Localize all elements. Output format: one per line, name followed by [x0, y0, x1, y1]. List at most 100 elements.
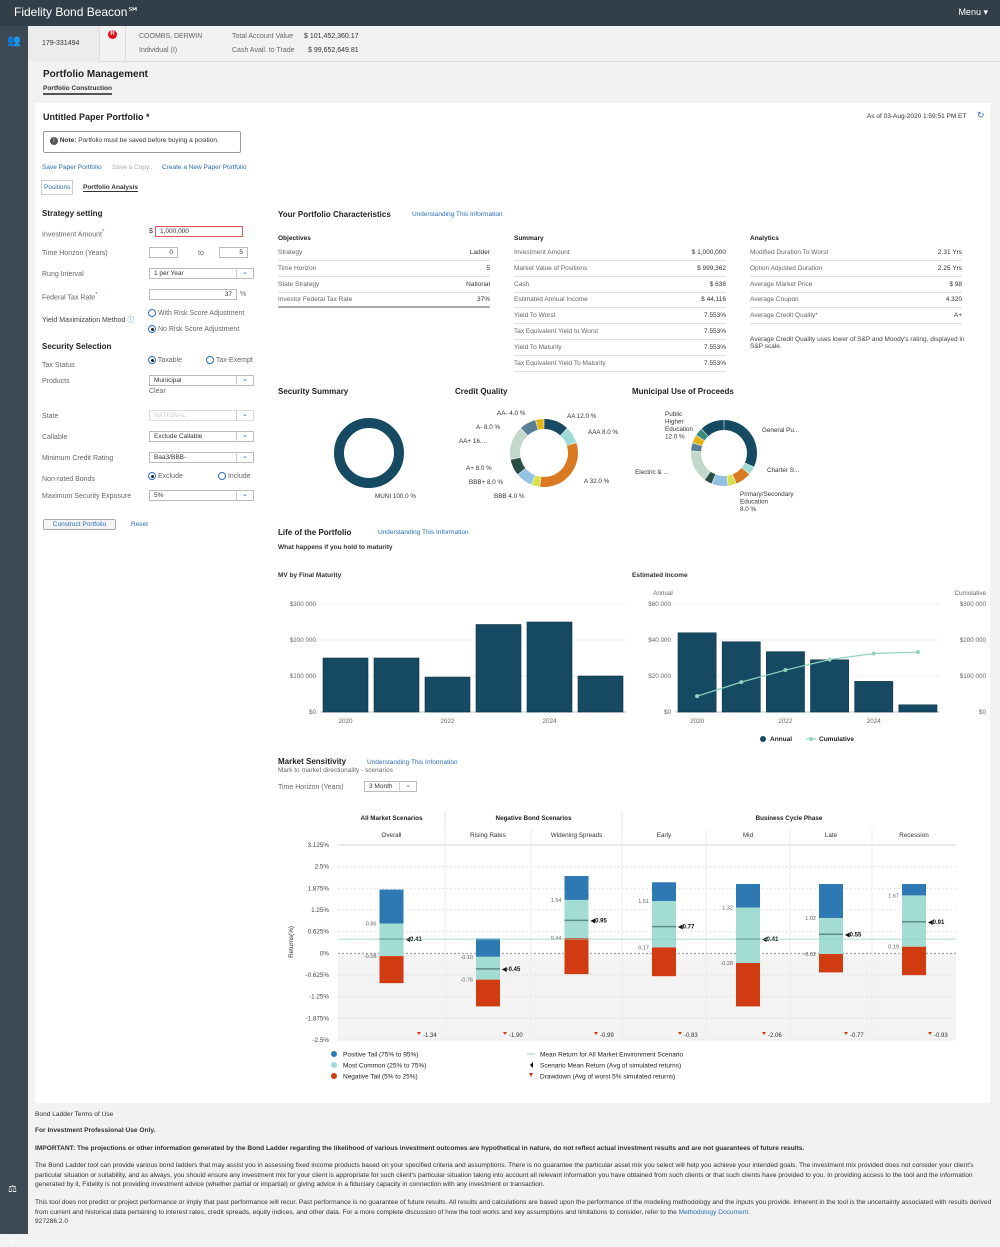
save-paper-portfolio-link[interactable]: Save Paper Portfolio — [42, 164, 102, 171]
radio-with-risk[interactable]: With Risk Score Adjustment — [148, 309, 244, 317]
objectives-row: State Strategy National — [278, 277, 490, 293]
legend-label: Mean Return for All Market Environment S… — [540, 1052, 683, 1059]
donut-slice — [510, 428, 528, 460]
strategy-heading: Strategy setting — [42, 209, 103, 218]
tab-portfolio-analysis[interactable]: Portfolio Analysis — [83, 184, 139, 192]
slice-label: MUNI 100.0 % — [375, 493, 416, 500]
scale-icon[interactable]: ⚖ — [8, 1184, 17, 1195]
analytics-row: Modified Duration To Worst 2.31 Yrs — [750, 245, 962, 261]
radio-exclude[interactable]: Exclude — [148, 472, 183, 480]
investment-amount-input[interactable]: 1,000,000 — [155, 226, 243, 237]
row-value: National — [466, 280, 490, 288]
most-common-bar — [564, 899, 589, 939]
bar-2023 — [475, 624, 522, 713]
refresh-icon[interactable]: ↻ — [977, 110, 985, 120]
cumulative-point — [871, 651, 876, 656]
sensitivity-subtitle: Mark to market directionality - scenario… — [278, 767, 393, 774]
drawdown-icon — [503, 1032, 507, 1035]
slice-label: Electric & ... — [635, 469, 669, 476]
note-text: Portfolio must be saved before buying a … — [78, 137, 219, 144]
y-tick-label: 2.5% — [315, 864, 330, 871]
max-exposure-select[interactable]: 5% — [149, 490, 254, 501]
y-tick-label: -1.25% — [309, 994, 329, 1001]
negative-tail-bar — [476, 979, 500, 1007]
drawdown-label: -0.99 — [600, 1033, 614, 1039]
y-tick-label: $40 000 — [648, 637, 671, 644]
summary-row: Estimated Annual Income $ 44,116 — [514, 292, 726, 309]
drawdown-icon — [417, 1032, 421, 1035]
row-label: Cash — [514, 280, 530, 288]
common-bottom-label: -0.02 — [803, 952, 816, 958]
radio-no-risk[interactable]: No Risk Score Adjustment — [148, 325, 239, 333]
cumulative-point — [739, 680, 744, 685]
radio-include[interactable]: Include — [218, 472, 251, 480]
sensitivity-understanding-link[interactable]: Understanding This Information — [367, 759, 458, 766]
life-understanding-link[interactable]: Understanding This Information — [378, 529, 469, 536]
federal-tax-input[interactable]: 37 — [149, 289, 237, 300]
y-tick-label: -1.875% — [306, 1015, 330, 1022]
sensitivity-heading: Market Sensitivity — [278, 757, 347, 766]
slice-label: A+ 8.0 % — [466, 465, 492, 472]
rung-interval-select[interactable]: 1 per Year — [149, 268, 254, 279]
label-line: Primary/Secondary — [740, 491, 794, 498]
radio-taxable[interactable]: Taxable — [148, 356, 182, 364]
drawdown-icon — [594, 1032, 598, 1035]
callable-label: Callable — [42, 434, 68, 441]
bar-2024 — [854, 681, 894, 713]
analytics-row: Average Credit Quality* A+ — [750, 308, 962, 325]
summary-row: Yield To Worst 7.553% — [514, 308, 726, 325]
help-icon[interactable]: ⓘ — [127, 317, 135, 324]
note-label: Note: — [59, 137, 77, 144]
methodology-link[interactable]: Methodology Document. — [678, 1208, 751, 1216]
products-select[interactable]: Municipal — [149, 375, 254, 386]
positive-tail-bar — [736, 884, 760, 908]
horizon-from-input[interactable]: 0 — [149, 247, 178, 258]
scenario-label: Early — [657, 832, 672, 839]
row-label: Modified Duration To Worst — [750, 249, 829, 256]
objectives-row: Strategy Ladder — [278, 245, 490, 261]
negative-tail-bar — [736, 963, 760, 1007]
row-label: Average Market Price — [750, 280, 813, 288]
use-of-proceeds-heading: Municipal Use of Proceeds — [632, 387, 734, 396]
create-new-portfolio-link[interactable]: Create a New Paper Portfolio — [162, 164, 247, 171]
credit-quality-note: Average Credit Quality uses lower of S&P… — [750, 336, 965, 350]
menu-button[interactable]: Menu ▾ — [958, 7, 988, 18]
radio-tax-exempt[interactable]: Tax-Exempt — [206, 356, 253, 364]
chart-mv-by-final-maturity: $0 $100 000 $200 000 $300 000 2020 2022 2024 — [290, 601, 626, 725]
donut-slice — [741, 463, 754, 474]
market-sensitivity-chart: 3.125% 2.5% 1.875% 1.25% 0.625% 0% -0.625% -1.2… — [288, 812, 956, 1081]
tab-positions[interactable]: Positions — [41, 180, 74, 195]
state-select[interactable]: NATIONAL — [149, 410, 254, 421]
characteristics-heading: Your Portfolio Characteristics — [278, 210, 391, 219]
slice-label: AA 12.0 % — [567, 413, 597, 420]
construct-portfolio-button[interactable]: Construct Portfolio — [43, 519, 116, 530]
horizon-to-input[interactable]: 5 — [219, 247, 248, 258]
min-credit-rating-select[interactable]: Baa3/BBB- — [149, 452, 254, 463]
save-copy-link[interactable]: Save a Copy... — [112, 164, 155, 171]
sensitivity-horizon-select[interactable]: 3 Month — [364, 781, 417, 792]
reset-link[interactable]: Reset — [131, 521, 148, 528]
objectives-row: Investor Federal Tax Rate 37% — [278, 292, 490, 309]
understanding-link[interactable]: Understanding This Information — [412, 211, 503, 218]
clear-link[interactable]: Clear — [149, 388, 166, 395]
y-tick-label: $200 000 — [290, 637, 317, 644]
label-line: Education — [740, 499, 769, 506]
total-value-label: Total Account Value — [232, 33, 293, 40]
callable-select[interactable]: Exclude Callable — [149, 431, 254, 442]
row-value: 5 — [486, 264, 490, 272]
row-label: Investment Amount — [514, 249, 570, 256]
label-line: 12.0 % — [665, 434, 685, 441]
y-left-axis-label: Annual — [653, 590, 673, 597]
y-tick-label: $0 — [309, 709, 317, 716]
donut-security-summary: MUNI 100.0 % — [334, 418, 416, 500]
objectives-row: Time Horizon 5 — [278, 261, 490, 277]
row-value: $ 999,362 — [697, 264, 726, 272]
account-number-cell[interactable]: 179-331494 — [28, 26, 100, 62]
row-label: Yield To Maturity — [514, 343, 562, 351]
terms-link[interactable]: Bond Ladder Terms of Use — [35, 1111, 114, 1118]
y-tick-label: 1.875% — [308, 885, 330, 892]
scenario-label: Overall — [382, 832, 402, 839]
expand-icon[interactable]: » — [9, 1236, 15, 1247]
clients-icon[interactable]: 👥 — [7, 35, 21, 47]
tab-portfolio-construction[interactable]: Portfolio Construction — [43, 85, 112, 95]
